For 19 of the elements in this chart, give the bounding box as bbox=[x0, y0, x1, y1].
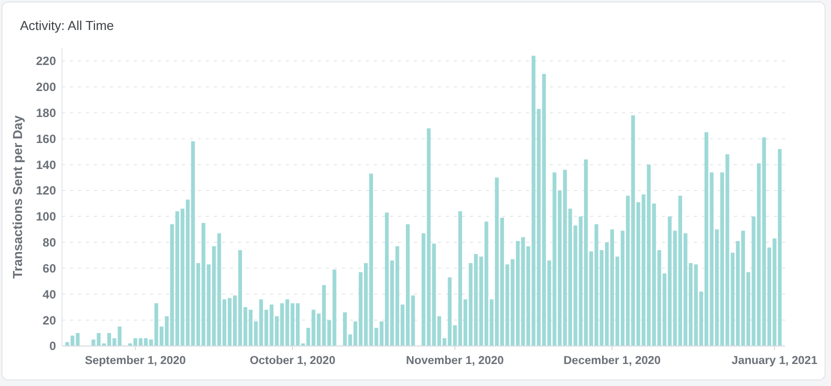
y-tick-label: 200 bbox=[36, 80, 56, 94]
y-tick-label: 120 bbox=[36, 184, 56, 198]
x-tick-label: September 1, 2020 bbox=[84, 355, 186, 367]
y-tick-label: 140 bbox=[36, 158, 56, 172]
y-tick-label: 0 bbox=[49, 339, 56, 354]
chart-title: Activity: All Time bbox=[20, 18, 114, 33]
y-tick-label: 100 bbox=[36, 210, 56, 224]
x-tick-label: January 1, 2021 bbox=[732, 355, 818, 367]
y-tick-label: 20 bbox=[42, 313, 56, 328]
y-axis-title: Transactions Sent per Day bbox=[10, 114, 25, 279]
y-tick-label: 40 bbox=[42, 287, 56, 302]
y-tick-label: 80 bbox=[42, 236, 56, 250]
x-tick-label: December 1, 2020 bbox=[564, 355, 661, 367]
x-tick-label: November 1, 2020 bbox=[406, 355, 504, 367]
y-tick-label: 180 bbox=[36, 106, 56, 120]
y-tick-label: 220 bbox=[36, 54, 56, 68]
y-tick-label: 160 bbox=[36, 132, 56, 146]
y-tick-label: 60 bbox=[42, 261, 56, 276]
x-tick-label: October 1, 2020 bbox=[250, 355, 336, 367]
